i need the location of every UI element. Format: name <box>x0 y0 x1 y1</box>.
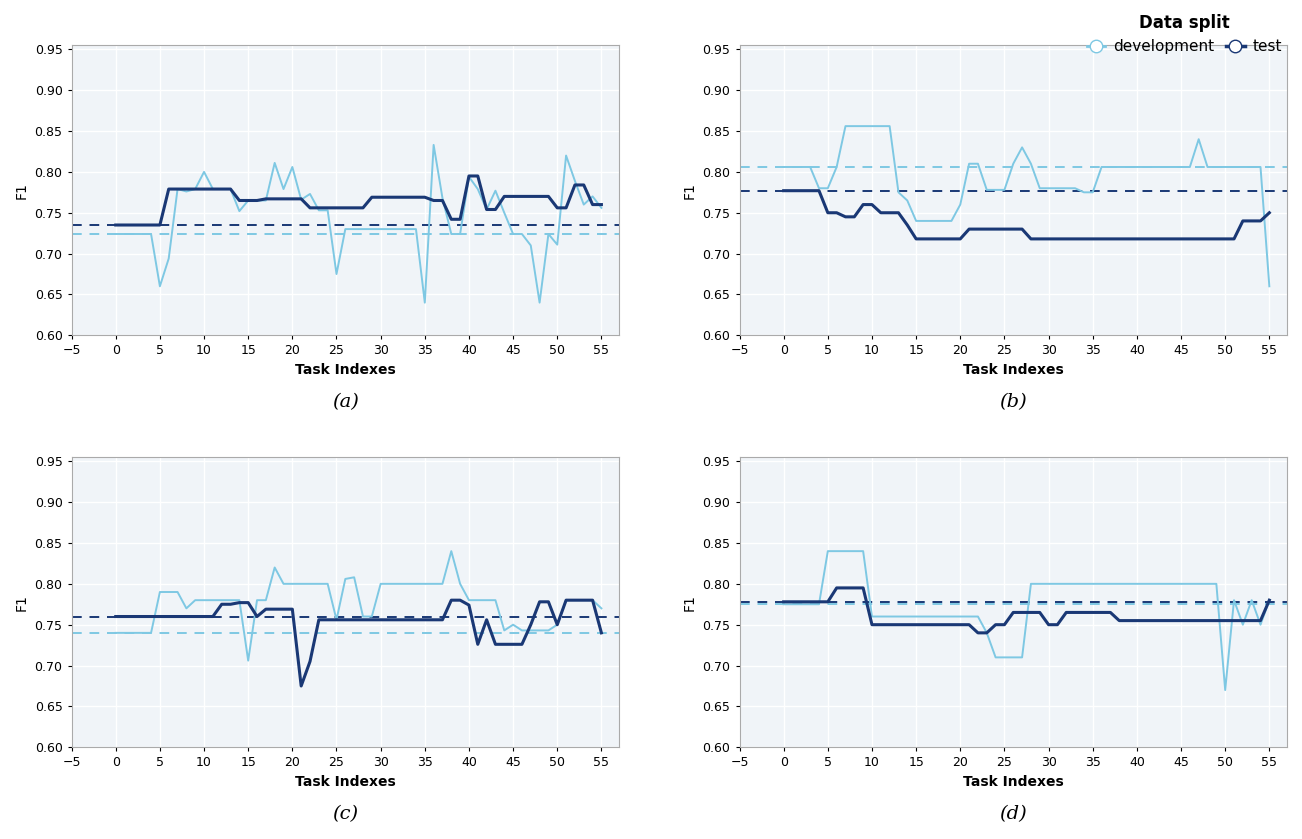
X-axis label: Task Indexes: Task Indexes <box>963 775 1064 789</box>
Text: (a): (a) <box>332 393 359 411</box>
Text: (b): (b) <box>1000 393 1027 411</box>
Text: (d): (d) <box>1000 805 1027 823</box>
X-axis label: Task Indexes: Task Indexes <box>296 775 396 789</box>
X-axis label: Task Indexes: Task Indexes <box>963 363 1064 377</box>
Y-axis label: F1: F1 <box>684 594 697 611</box>
Legend: development, test: development, test <box>1081 8 1288 60</box>
Y-axis label: F1: F1 <box>684 182 697 199</box>
Y-axis label: F1: F1 <box>16 594 29 611</box>
Text: (c): (c) <box>332 805 358 823</box>
X-axis label: Task Indexes: Task Indexes <box>296 363 396 377</box>
Y-axis label: F1: F1 <box>16 182 29 199</box>
